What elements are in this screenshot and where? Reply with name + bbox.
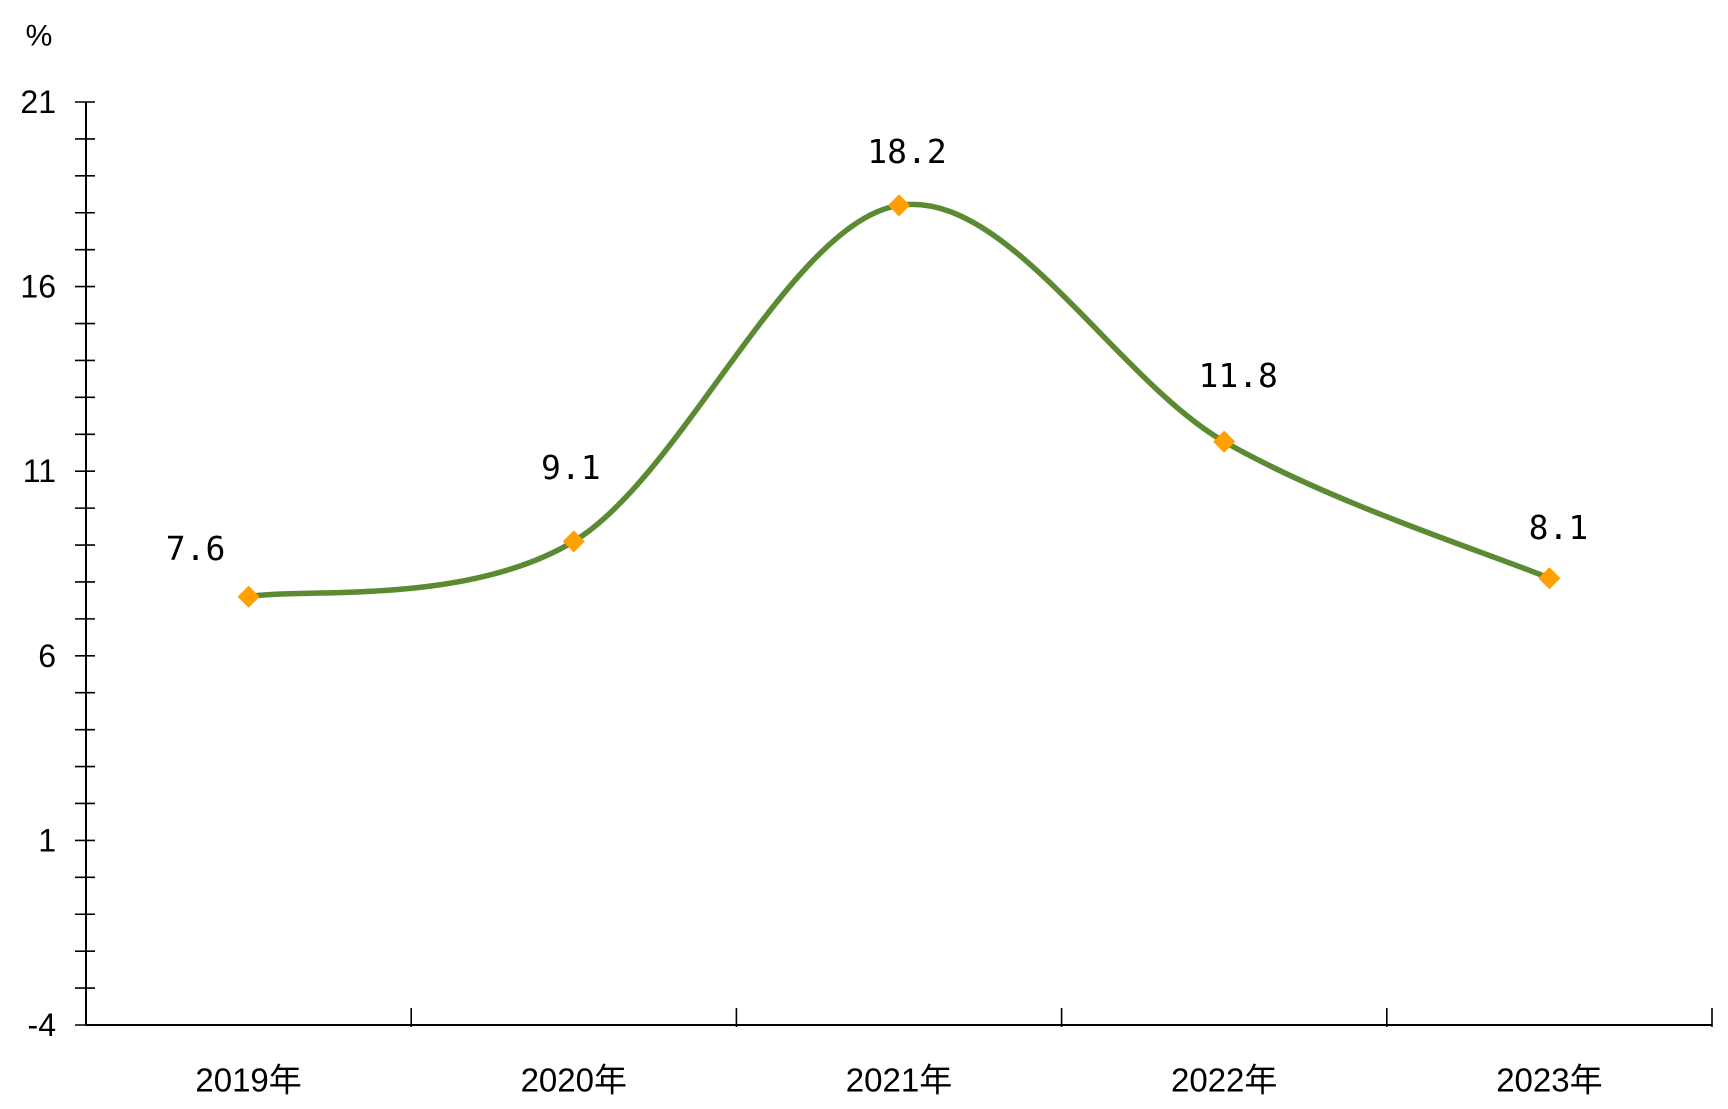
data-label: 11.8 xyxy=(1198,356,1277,395)
x-axis-tick-label: 2023年 xyxy=(1496,1062,1602,1099)
x-axis-tick-label: 2020年 xyxy=(521,1062,627,1099)
x-axis-tick-labels: 2019年 2020年 2021年 2022年 2023年 xyxy=(195,1062,1602,1099)
data-labels: 7.6 9.1 18.2 11.8 8.1 xyxy=(166,132,1588,568)
x-axis-tick-label: 2021年 xyxy=(846,1062,952,1099)
data-point-marker xyxy=(1213,430,1235,453)
y-axis-tick-label: -4 xyxy=(28,1007,56,1043)
data-label: 18.2 xyxy=(867,132,946,171)
y-axis-tick-label: 16 xyxy=(20,269,56,305)
data-label: 8.1 xyxy=(1529,508,1589,547)
data-point-marker xyxy=(888,194,910,217)
x-axis-tick-label: 2022年 xyxy=(1171,1062,1277,1099)
x-axis-tick-label: 2019年 xyxy=(195,1062,301,1099)
y-axis-unit-label: % xyxy=(26,20,53,53)
data-label: 7.6 xyxy=(166,529,226,568)
y-axis-tick-label: 6 xyxy=(38,638,56,674)
series-0 xyxy=(245,201,1553,600)
y-axis-tick-label: 11 xyxy=(23,453,56,489)
y-axis-tick-label: 1 xyxy=(38,822,56,858)
x-axis-ticks xyxy=(410,1008,1713,1027)
data-point-marker xyxy=(563,530,585,553)
data-point-markers xyxy=(237,194,1561,608)
axes xyxy=(85,102,1712,1026)
data-point-marker xyxy=(1538,567,1561,590)
series-line xyxy=(245,201,1553,600)
data-label: 9.1 xyxy=(541,448,601,487)
data-point-marker xyxy=(237,585,260,608)
y-axis-tick-label: 21 xyxy=(20,84,56,120)
y-axis-ticks xyxy=(75,101,95,1026)
